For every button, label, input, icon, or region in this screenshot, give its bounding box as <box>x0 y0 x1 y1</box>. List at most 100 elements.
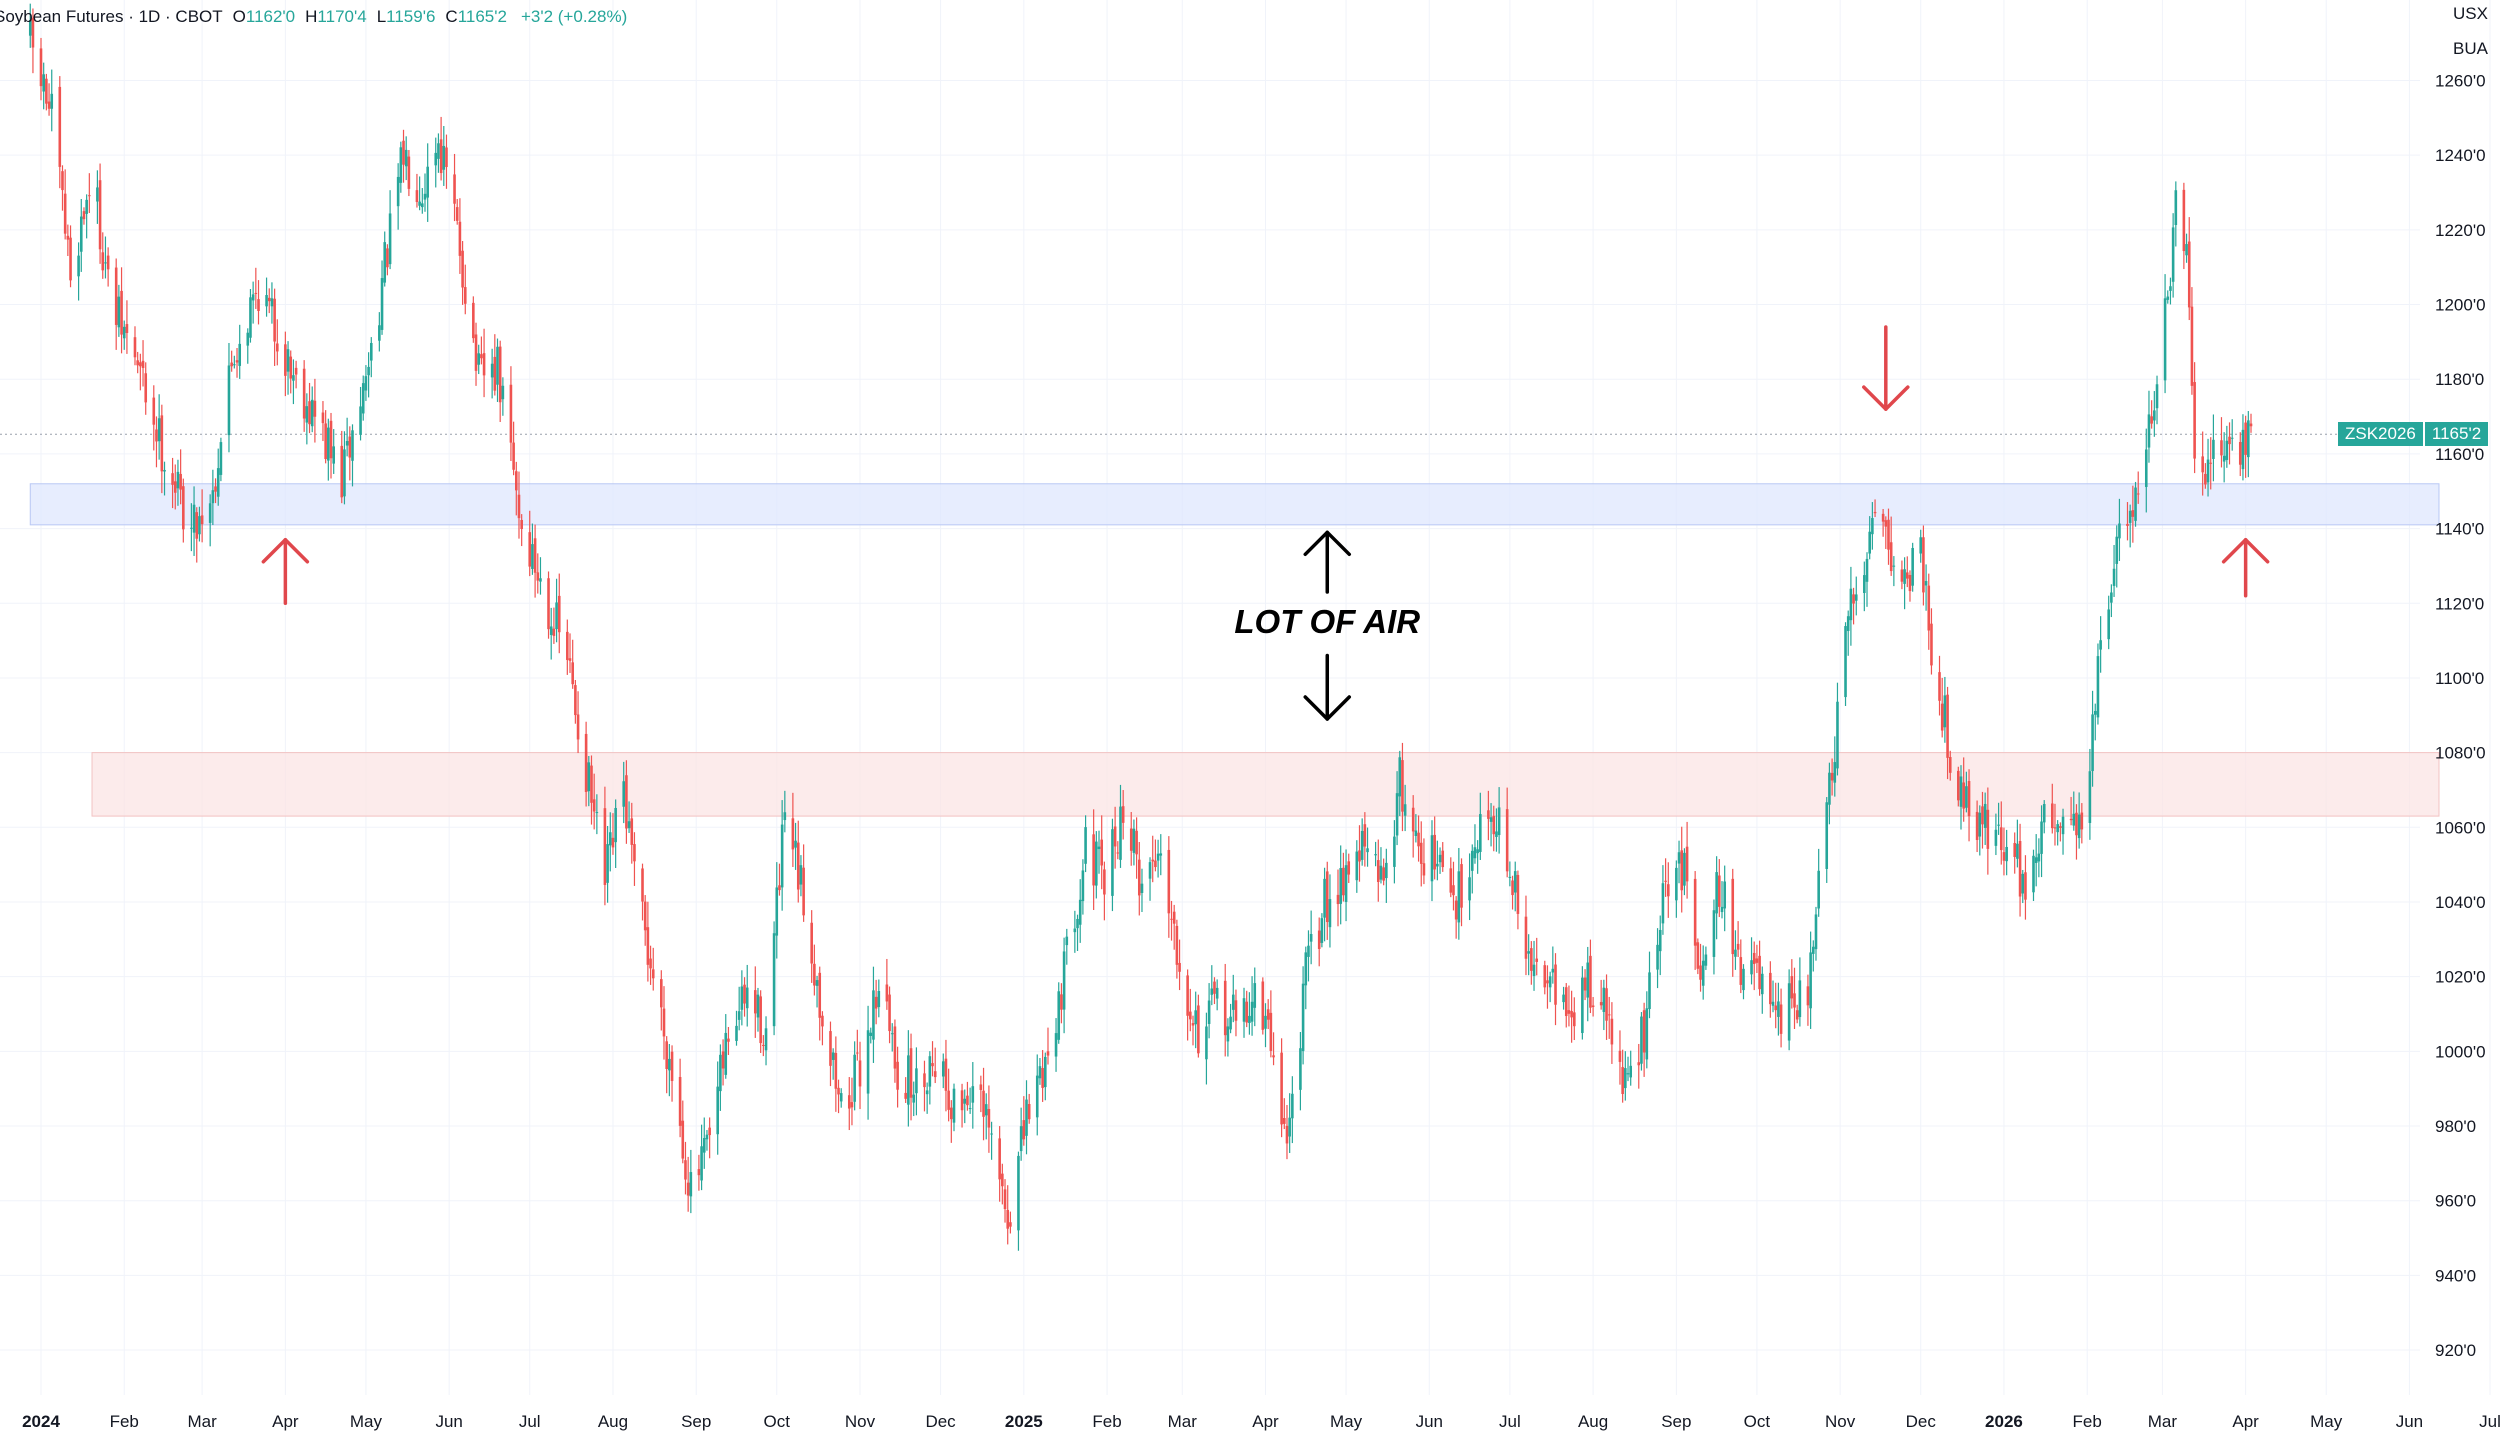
candle <box>512 421 515 476</box>
candle <box>1798 957 1802 1027</box>
candle-body <box>1715 872 1718 914</box>
candle <box>2209 437 2213 490</box>
price-tick-label: 1140'0 <box>2435 520 2484 539</box>
candle <box>117 284 121 337</box>
candle <box>340 430 344 504</box>
candle-body <box>1793 993 1796 1008</box>
candle-body <box>1272 1055 1275 1058</box>
candle <box>1922 525 1925 606</box>
time-tick-label: Aug <box>1578 1412 1608 1431</box>
candle-body <box>1304 952 1308 986</box>
candle-body <box>810 922 813 964</box>
candle-body <box>227 365 231 436</box>
candle-body <box>265 295 268 307</box>
candle-body <box>2230 437 2234 439</box>
candle-body <box>1137 859 1141 896</box>
candle-body <box>367 366 370 376</box>
price-tick-label: 1160'0 <box>2435 445 2484 464</box>
candle <box>1269 990 1273 1058</box>
time-tick-label: Jul <box>2479 1412 2500 1431</box>
candle-body <box>2249 423 2253 427</box>
price-tick-label: 1040'0 <box>2435 893 2486 912</box>
candle-body <box>1554 964 1557 1005</box>
candle-body <box>498 346 502 403</box>
candle-body <box>1511 880 1514 896</box>
candle <box>614 799 617 869</box>
candle <box>1605 974 1608 1040</box>
candle <box>1304 946 1308 1010</box>
candle <box>1527 934 1530 976</box>
candle <box>1186 969 1189 1041</box>
candle-body <box>950 1107 953 1120</box>
candle-body <box>1524 916 1528 959</box>
price-axis[interactable]: 920'0 940'0 960'0 980'0 1000'0 1020'0 1040'0 10… <box>2435 72 2486 1361</box>
candle-body <box>477 353 481 365</box>
candle-body <box>386 248 389 268</box>
candle <box>1170 900 1173 941</box>
candle <box>1535 937 1539 976</box>
candle <box>2169 277 2172 305</box>
candle <box>47 83 51 116</box>
candle-body <box>1548 976 1552 988</box>
candle <box>1758 940 1761 996</box>
candle <box>182 478 185 543</box>
candle-body <box>98 180 102 250</box>
candle-body <box>877 991 881 1008</box>
candle <box>289 350 293 394</box>
candle <box>1836 682 1839 776</box>
candle-body <box>1215 987 1219 999</box>
candle-body <box>1618 1050 1622 1062</box>
candle-body <box>1774 1005 1778 1011</box>
candle <box>1712 899 1716 975</box>
candle-body <box>1583 977 1587 991</box>
candle <box>284 331 287 397</box>
candle-body <box>1664 880 1667 882</box>
candle <box>2241 414 2245 481</box>
candle <box>904 1077 907 1103</box>
candle-body <box>1046 1051 1050 1056</box>
candle-body <box>888 994 891 1032</box>
candle-body <box>458 221 462 256</box>
currency-unit[interactable]: USX <box>2453 4 2488 23</box>
ticker-label: ZSK2026 <box>2338 422 2423 446</box>
candle <box>276 319 279 366</box>
candle-body <box>592 799 596 812</box>
candle-body <box>415 190 419 203</box>
candle <box>2053 803 2057 846</box>
candle-body <box>772 933 776 1027</box>
candle <box>1532 940 1536 991</box>
candle-body <box>332 446 335 464</box>
time-tick-label: Dec <box>1906 1412 1937 1431</box>
candle <box>321 401 325 442</box>
candle-body <box>1175 925 1179 965</box>
time-axis[interactable]: 2024 Feb Mar Apr May Jun Jul Aug Sep Oct Nov Dec 202… <box>22 1412 2500 1431</box>
unit-label[interactable]: BUA <box>2453 39 2488 58</box>
candle <box>622 761 626 824</box>
candle <box>2013 832 2017 874</box>
candle-body <box>893 1026 897 1069</box>
candle-body <box>101 252 105 271</box>
candle-body <box>775 887 779 936</box>
candle <box>796 820 800 903</box>
candle <box>1097 830 1101 874</box>
candle <box>1701 945 1705 1000</box>
time-tick-label: Jul <box>1499 1412 1521 1431</box>
candle-body <box>1189 1011 1192 1020</box>
candle <box>568 633 572 673</box>
candle-body <box>853 1054 856 1102</box>
candle <box>909 1033 913 1121</box>
candle-body <box>941 1061 945 1077</box>
candle <box>1554 953 1557 1026</box>
candle <box>1473 824 1477 864</box>
candle-body <box>1591 1005 1595 1008</box>
candle-body <box>82 211 86 220</box>
candle-body <box>727 1038 730 1042</box>
candle <box>1366 827 1369 867</box>
candle-body <box>2032 855 2035 893</box>
candle <box>1930 608 1933 675</box>
candle-body <box>1041 1068 1044 1088</box>
candle <box>700 1124 703 1191</box>
resistance-zone <box>91 752 2440 817</box>
candle-body <box>705 1134 709 1140</box>
